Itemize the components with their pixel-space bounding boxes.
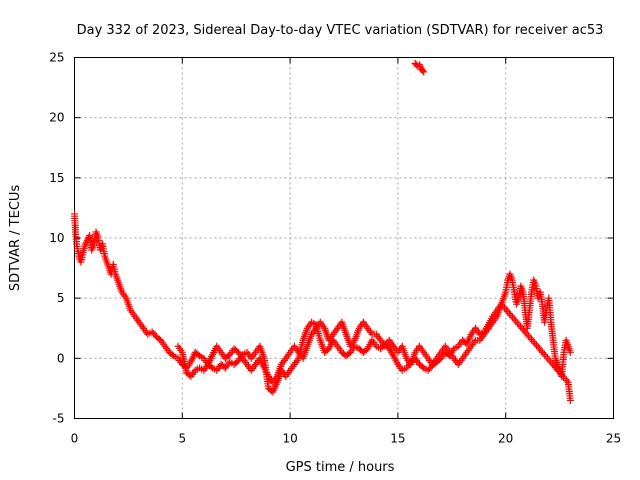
y-tick-label: 25: [49, 51, 64, 65]
x-tick-label: 0: [71, 432, 79, 446]
data-point: [207, 363, 215, 371]
data-point: [566, 348, 574, 356]
y-tick-label: 20: [49, 111, 64, 125]
y-tick-label: 10: [49, 231, 64, 245]
grid: [74, 57, 614, 419]
data-point: [416, 62, 424, 70]
x-axis: 0 5 10 15 20 25: [71, 57, 621, 446]
data-point: [168, 351, 176, 359]
x-tick-label: 5: [178, 432, 186, 446]
x-tick-label: 10: [282, 432, 297, 446]
data-point: [566, 396, 574, 404]
data-point: [85, 233, 93, 241]
y-tick-label: -5: [53, 412, 65, 426]
data-point: [419, 67, 427, 75]
data-point: [418, 363, 426, 371]
y-tick-label: 5: [57, 291, 65, 305]
x-axis-label: GPS time / hours: [286, 460, 395, 475]
chart-title: Day 332 of 2023, Sidereal Day-to-day VTE…: [77, 23, 604, 38]
y-axis: -5 0 5 10 15 20 25: [49, 51, 614, 426]
data-point: [194, 351, 202, 359]
y-tick-label: 15: [49, 171, 64, 185]
data-point: [420, 68, 428, 76]
data-points: [71, 60, 574, 404]
x-tick-label: 15: [390, 432, 405, 446]
data-point: [415, 61, 423, 69]
x-tick-label: 20: [498, 432, 513, 446]
x-tick-label: 25: [606, 432, 621, 446]
y-tick-label: 0: [57, 351, 65, 365]
y-axis-label: SDTVAR / TECUs: [8, 185, 23, 292]
